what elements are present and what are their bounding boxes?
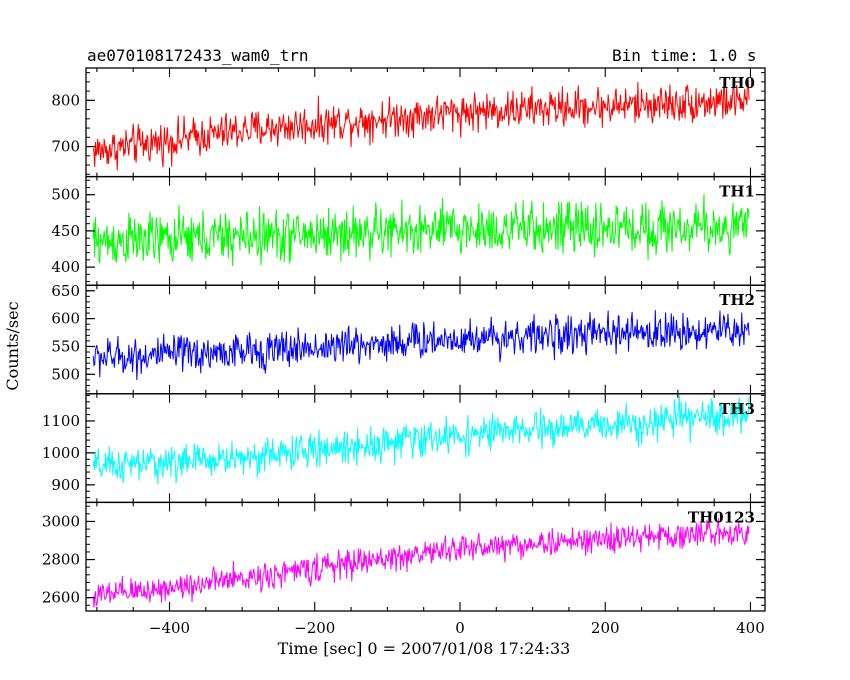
y-tick-label: 650 — [51, 282, 80, 300]
x-tick-label: −400 — [149, 619, 190, 637]
series-label-th1: TH1 — [719, 183, 755, 201]
x-tick-label: 0 — [455, 619, 465, 637]
series-label-th0123: TH0123 — [688, 508, 755, 526]
y-tick-label: 2800 — [42, 551, 80, 569]
series-label-th0: TH0 — [719, 74, 755, 92]
bin-time-label: Bin time: 1.0 s — [612, 46, 757, 65]
x-axis: −400 −200 0 200 400 — [149, 619, 765, 637]
y-tick-label: 3000 — [42, 512, 80, 530]
series-label-th2: TH2 — [719, 291, 755, 309]
panel-th0: 700 800 TH0 — [51, 67, 766, 178]
panel-th0123: 2600 2800 3000 TH0123 — [42, 501, 766, 612]
series-label-th3: TH3 — [719, 400, 755, 418]
y-tick-label: 2600 — [42, 589, 80, 607]
y-tick-label: 900 — [51, 476, 80, 494]
y-axis-label: Counts/sec — [3, 301, 22, 390]
y-tick-label: 1100 — [42, 412, 80, 430]
panel-th1: 400 450 500 TH1 — [51, 175, 766, 286]
panels: 700 800 TH0 400 450 500 TH1 500 550 600 650 TH2 900 1… — [42, 67, 766, 612]
series-line-th0123 — [92, 518, 750, 608]
panel-th3: 900 1000 1100 TH3 — [42, 393, 766, 504]
x-tick-label: 400 — [736, 619, 765, 637]
y-tick-label: 500 — [51, 365, 80, 383]
series-line-th3 — [92, 395, 750, 485]
y-tick-label: 1000 — [42, 444, 80, 462]
y-tick-label: 450 — [51, 222, 80, 240]
panel-frame — [85, 501, 766, 612]
x-tick-label: 200 — [591, 619, 620, 637]
y-tick-label: 500 — [51, 186, 80, 204]
panel-th2: 500 550 600 650 TH2 — [51, 282, 766, 395]
series-line-th0 — [92, 77, 750, 171]
series-line-th1 — [92, 194, 750, 266]
x-axis-label: Time [sec] 0 = 2007/01/08 17:24:33 — [278, 639, 571, 658]
x-tick-label: −200 — [294, 619, 335, 637]
series-line-th2 — [92, 310, 750, 381]
y-tick-label: 400 — [51, 258, 80, 276]
file-label: ae070108172433_wam0_trn — [87, 46, 309, 65]
y-tick-label: 800 — [51, 91, 80, 109]
y-tick-label: 700 — [51, 138, 80, 156]
y-tick-label: 600 — [51, 310, 80, 328]
y-tick-label: 550 — [51, 337, 80, 355]
